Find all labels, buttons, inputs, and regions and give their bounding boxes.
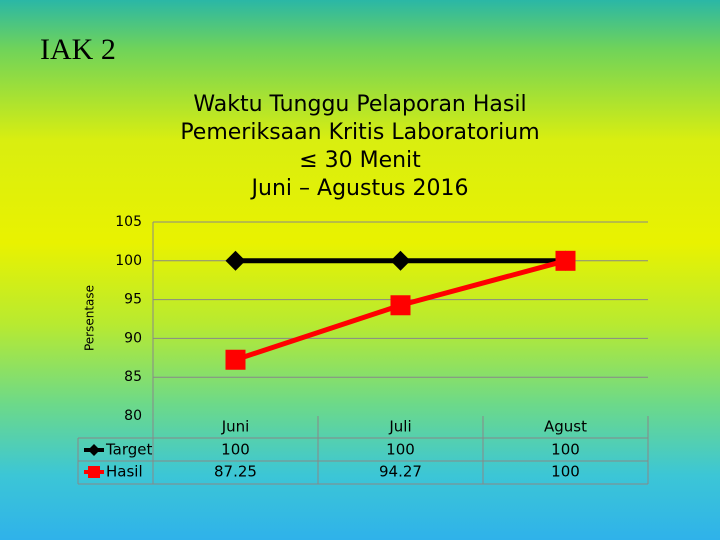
legend-label: Hasil <box>106 463 143 481</box>
legend-label: Target <box>105 441 153 459</box>
chart-title-line: Waktu Tunggu Pelaporan Hasil <box>193 92 526 117</box>
table-value: 100 <box>386 441 415 459</box>
x-tick-label: Juli <box>388 418 411 436</box>
x-tick-label: Juni <box>221 418 250 436</box>
table-value: 94.27 <box>379 463 422 481</box>
y-tick-label: 85 <box>124 369 142 385</box>
y-tick-label: 80 <box>124 408 142 424</box>
legend-key <box>88 444 100 456</box>
y-tick-label: 95 <box>124 292 142 308</box>
y-tick-label: 105 <box>115 214 142 230</box>
y-tick-label: 100 <box>115 253 142 269</box>
legend-key <box>88 466 100 478</box>
chart-title-line: Juni – Agustus 2016 <box>250 176 469 201</box>
marker <box>390 295 411 316</box>
marker <box>225 349 246 370</box>
marker <box>390 250 411 271</box>
marker <box>225 250 246 271</box>
chart-title-line: ≤ 30 Menit <box>299 148 421 173</box>
y-tick-label: 90 <box>124 330 142 346</box>
y-axis-label: Persentase <box>83 285 97 351</box>
table-value: 100 <box>221 441 250 459</box>
chart-title: Waktu Tunggu Pelaporan Hasil Pemeriksaan … <box>180 92 539 201</box>
table-value: 100 <box>551 463 580 481</box>
chart-title-line: Pemeriksaan Kritis Laboratorium <box>180 120 539 145</box>
x-tick-label: Agust <box>544 418 587 436</box>
slide-title: IAK 2 <box>40 33 116 66</box>
table-value: 87.25 <box>214 463 257 481</box>
table-value: 100 <box>551 441 580 459</box>
marker <box>555 250 576 271</box>
